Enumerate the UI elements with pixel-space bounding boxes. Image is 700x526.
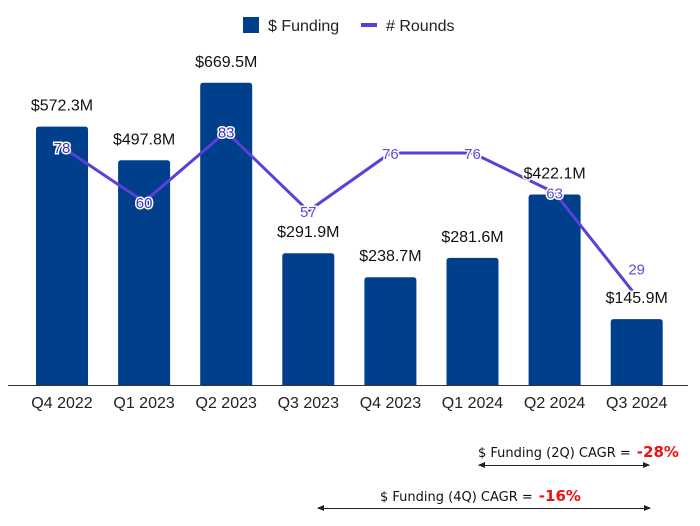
line-data-label: 57 — [300, 204, 317, 221]
x-tick-label: Q1 2023 — [113, 395, 174, 412]
cagr-2q-annotation: $ Funding (2Q) CAGR = -28% — [478, 443, 679, 461]
legend-swatch-rounds — [361, 23, 377, 27]
bar — [118, 160, 171, 385]
bar — [36, 126, 88, 385]
line-data-label: 78 — [54, 140, 71, 157]
bar-labels: $572.3M $497.8M $669.5M $291.9M $238.7M $281.… — [29, 52, 669, 308]
bar — [364, 277, 417, 385]
bar-data-label: $422.1M — [523, 165, 585, 182]
line-data-label: 29 — [628, 261, 645, 278]
line-labels: 78 60 83 57 76 76 63 29 — [52, 123, 646, 280]
bar-data-label: $669.5M — [195, 54, 257, 71]
bar-data-label: $572.3M — [31, 98, 93, 115]
bar — [610, 319, 663, 385]
bar-data-label: $281.6M — [441, 229, 503, 246]
x-tick-label: Q3 2023 — [278, 395, 339, 412]
rounds-line — [61, 130, 638, 298]
bar-data-label: $291.9M — [277, 224, 339, 241]
x-axis-ticks: Q4 2022 Q1 2023 Q2 2023 Q3 2023 Q4 2023 Q1 20… — [31, 395, 667, 412]
bar-data-label: $497.8M — [113, 131, 175, 148]
legend: $ Funding # Rounds — [243, 17, 455, 35]
x-tick-label: Q1 2024 — [442, 395, 503, 412]
x-tick-label: Q2 2024 — [524, 395, 585, 412]
cagr-2q-value: -28% — [636, 443, 679, 461]
cagr-4q-label: $ Funding (4Q) CAGR = — [380, 490, 533, 505]
legend-swatch-funding — [243, 17, 259, 33]
cagr-4q-annotation: $ Funding (4Q) CAGR = -16% — [380, 487, 581, 505]
x-tick-label: Q2 2023 — [196, 395, 257, 412]
cagr-2q-label: $ Funding (2Q) CAGR = — [478, 446, 631, 461]
bar — [200, 82, 253, 386]
cagr-4q-value: -16% — [538, 487, 581, 505]
x-tick-label: Q3 2024 — [606, 395, 667, 412]
line-series — [61, 130, 638, 298]
legend-label-funding: $ Funding — [268, 18, 339, 35]
bar — [282, 253, 335, 385]
bar-data-label: $238.7M — [359, 248, 421, 265]
bar-series — [36, 82, 663, 386]
x-tick-label: Q4 2022 — [31, 395, 92, 412]
cagr-4q-arrow — [317, 505, 651, 511]
line-data-label: 76 — [382, 146, 399, 163]
line-data-label: 83 — [218, 125, 235, 142]
legend-label-rounds: # Rounds — [386, 18, 455, 35]
bar — [446, 257, 499, 385]
cagr-2q-arrow — [478, 462, 650, 468]
x-tick-label: Q4 2023 — [360, 395, 421, 412]
line-data-label: 76 — [464, 146, 481, 163]
bar-data-label: $145.9M — [606, 290, 668, 307]
line-data-label: 63 — [546, 186, 563, 203]
line-data-label: 60 — [136, 195, 153, 212]
bar — [528, 194, 581, 385]
